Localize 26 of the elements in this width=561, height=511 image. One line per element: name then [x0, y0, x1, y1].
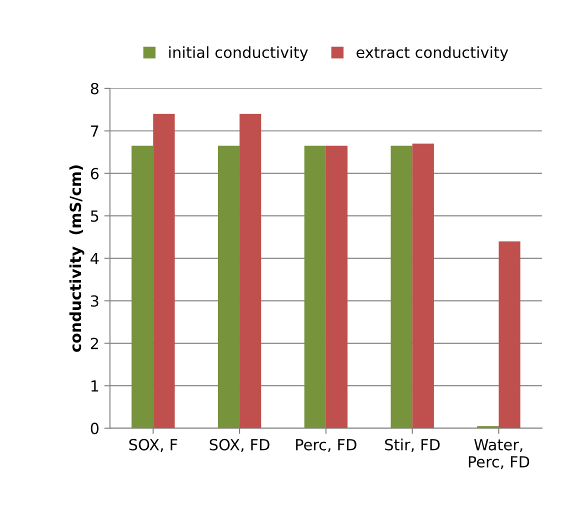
y-tick-label: 0: [90, 422, 99, 434]
bar: [132, 146, 154, 428]
bar: [304, 146, 326, 428]
bar: [390, 146, 412, 428]
bar: [498, 241, 520, 428]
bar: [240, 114, 262, 428]
y-tick-label: 7: [91, 126, 98, 137]
y-tick-label: 5: [91, 210, 98, 222]
legend-label: extract conductivity: [356, 46, 508, 62]
x-tick-label: Perc, FD: [296, 439, 356, 452]
y-axis-title: conductivity (mS/cm): [69, 165, 84, 352]
x-tick-label: SOX, FD: [210, 438, 270, 452]
x-tick-label: Stir, FD: [385, 438, 440, 452]
y-tick-label: 1: [91, 380, 98, 392]
bar: [326, 146, 348, 428]
y-tick-label: 8: [90, 82, 98, 94]
bar: [218, 146, 240, 428]
x-tick-label: Water, Perc, FD: [468, 439, 530, 470]
y-tick-label: 4: [90, 252, 99, 264]
bar: [412, 144, 434, 428]
bar: [153, 114, 175, 428]
y-tick-label: 3: [90, 295, 98, 307]
x-tick-label: SOX, F: [129, 438, 178, 452]
y-tick-label: 2: [90, 338, 98, 350]
legend-label: initial conductivity: [169, 46, 308, 62]
y-tick-label: 6: [90, 168, 99, 180]
